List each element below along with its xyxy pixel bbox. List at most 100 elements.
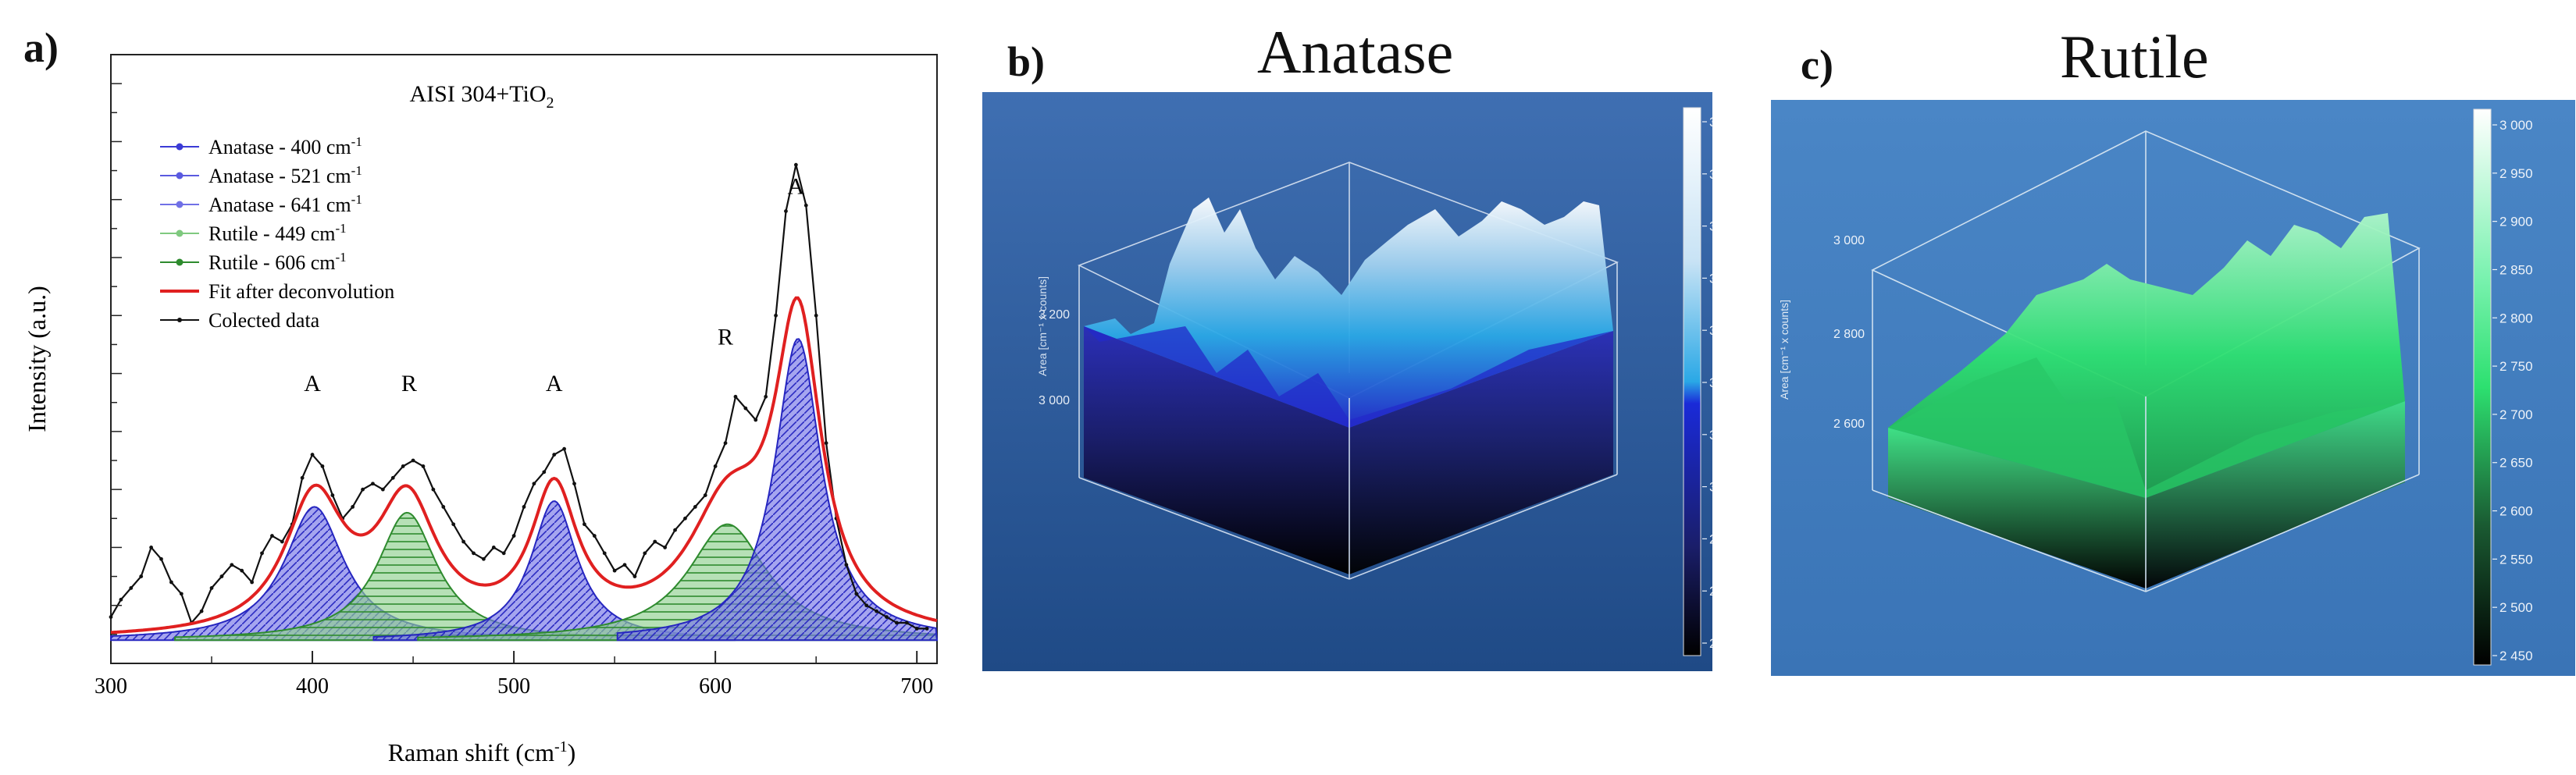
fit-curve xyxy=(110,296,938,635)
collected-data-point xyxy=(824,441,828,446)
collected-data-point xyxy=(169,580,173,585)
x-tick-label: 700 xyxy=(900,674,933,699)
collected-data-point xyxy=(451,522,456,527)
collected-data-point xyxy=(754,418,758,422)
z-axis-label: Area [cm⁻¹ x counts] xyxy=(1778,300,1790,400)
rutile-surface-map: Area [cm⁻¹ x counts] 3 000 2 800 2 600 3… xyxy=(1771,100,2575,676)
collected-data-point xyxy=(330,493,335,497)
collected-data-point xyxy=(632,574,637,578)
collected-data-point xyxy=(885,615,889,619)
colorbar-tick-label: 3 100 xyxy=(1709,375,1712,390)
collected-data-line xyxy=(110,164,928,630)
x-tick-label: 500 xyxy=(497,674,530,699)
peak-label: A xyxy=(546,371,563,396)
collected-data-point xyxy=(522,505,526,509)
anatase-surface-map: Area [cm⁻¹ x counts] 3 200 3 000 3 350 3 … xyxy=(982,92,1712,671)
collected-data-point xyxy=(159,556,163,561)
collected-data-point xyxy=(351,505,355,509)
collected-data-point xyxy=(592,534,597,538)
collected-data-point xyxy=(481,556,486,561)
collected-data-point xyxy=(411,458,415,463)
colorbar-tick-label: 3 350 xyxy=(1709,115,1712,130)
collected-data-point xyxy=(774,313,778,318)
surface-front-left xyxy=(1888,428,2146,588)
collected-data-point xyxy=(864,603,869,608)
legend-label: Fit after deconvolution xyxy=(208,280,394,303)
colorbar-tick-label: 2 950 xyxy=(2499,166,2533,181)
z-tick: 2 800 xyxy=(1833,328,1865,341)
collected-data-point xyxy=(653,539,657,544)
collected-data-point xyxy=(552,453,557,457)
collected-data-point xyxy=(643,551,647,556)
collected-data-point xyxy=(663,546,668,549)
collected-data-point xyxy=(602,551,607,556)
collected-data-point xyxy=(612,568,617,573)
colorbar-tick-label: 3 200 xyxy=(1709,271,1712,286)
surface-front-right xyxy=(2146,401,2405,588)
collected-data-point xyxy=(572,482,576,486)
legend-label: Anatase - 641 cm-1 xyxy=(208,192,362,216)
legend-marker xyxy=(176,258,183,266)
collected-data-point xyxy=(270,534,274,538)
plot-frame xyxy=(110,54,938,664)
x-tick-label: 300 xyxy=(94,674,127,699)
colorbar-tick-label: 3 150 xyxy=(1709,323,1712,338)
collected-data-point xyxy=(894,620,899,625)
collected-data-point xyxy=(622,563,627,567)
x-tick-label: 600 xyxy=(699,674,732,699)
legend-marker xyxy=(176,172,183,180)
legend-marker xyxy=(176,229,183,237)
collected-data-point xyxy=(532,482,536,486)
collected-data-point xyxy=(914,627,919,631)
collected-data-point xyxy=(904,620,909,625)
collected-data-point xyxy=(199,609,204,613)
collected-data-point xyxy=(390,475,395,480)
colorbar xyxy=(1683,107,1701,656)
collected-data-point xyxy=(401,464,405,468)
legend-label: Rutile - 606 cm-1 xyxy=(208,250,347,274)
colorbar-tick-label: 2 450 xyxy=(2499,649,2533,663)
collected-data-point xyxy=(583,522,586,527)
y-axis-label: Intensity (a.u.) xyxy=(23,286,51,432)
collected-data-point xyxy=(693,505,697,509)
colorbar-tick-label: 2 900 xyxy=(1709,584,1712,599)
collected-data-point xyxy=(209,586,214,590)
colorbar-tick-label: 2 550 xyxy=(2499,552,2533,567)
collected-data-point xyxy=(371,482,375,486)
colorbar-tick-label: 3 000 xyxy=(2499,118,2533,133)
z-axis-label: Area [cm⁻¹ x counts] xyxy=(1036,276,1049,376)
legend-label: Rutile - 449 cm-1 xyxy=(208,221,347,245)
collected-data-point xyxy=(240,568,244,573)
colorbar-tick-label: 3 250 xyxy=(1709,219,1712,234)
legend-marker xyxy=(176,201,183,208)
peak-label: A xyxy=(788,173,805,199)
colorbar-tick-label: 3 000 xyxy=(1709,480,1712,495)
collected-data-point xyxy=(361,487,365,492)
collected-data-point xyxy=(743,406,748,411)
collected-data-point xyxy=(733,394,738,399)
collected-data-point xyxy=(109,615,113,619)
colorbar-tick-label: 3 050 xyxy=(1709,428,1712,443)
panel-a-letter: a) xyxy=(23,24,59,71)
collected-data-point xyxy=(814,313,818,318)
surface-front-left xyxy=(1084,326,1349,574)
panel-c-title: Rutile xyxy=(2060,23,2209,91)
z-tick: 2 600 xyxy=(1833,418,1865,431)
peak-label: A xyxy=(304,371,321,396)
collected-data-point xyxy=(491,546,496,549)
panel-b-title: Anatase xyxy=(1257,18,1454,86)
collected-data-point xyxy=(179,592,183,596)
collected-data-point xyxy=(562,446,567,451)
x-tick-label: 400 xyxy=(296,674,329,699)
colorbar-tick-label: 2 850 xyxy=(2499,262,2533,277)
colorbar xyxy=(2473,108,2492,666)
colorbar-tick-label: 2 850 xyxy=(1709,636,1712,651)
collected-data-point xyxy=(260,551,264,556)
collected-data-point xyxy=(219,574,224,578)
collected-data-point xyxy=(149,546,154,549)
collected-data-point xyxy=(250,580,255,585)
legend-label: Anatase - 521 cm-1 xyxy=(208,163,362,187)
collected-data-point xyxy=(542,470,547,475)
collected-data-point xyxy=(844,563,849,567)
collected-data-point xyxy=(673,528,677,532)
